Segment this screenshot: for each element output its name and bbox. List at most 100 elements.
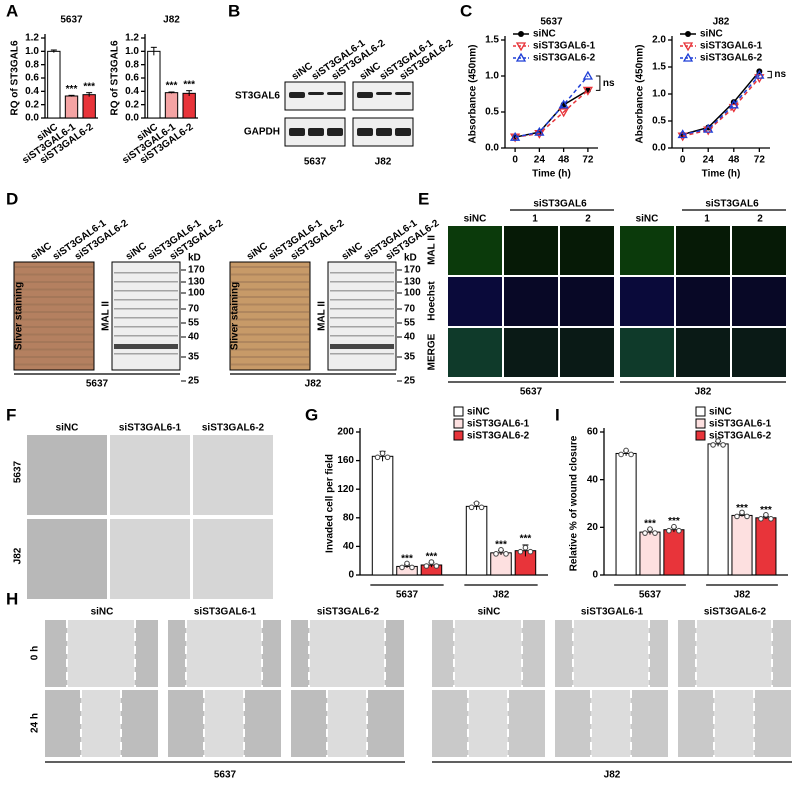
bar bbox=[147, 50, 161, 119]
column-label: 1 bbox=[704, 214, 710, 225]
fluorescence-image bbox=[504, 226, 558, 275]
data-point-dot bbox=[666, 527, 672, 534]
data-point-dot bbox=[652, 530, 658, 536]
significance: *** bbox=[668, 516, 680, 527]
lane-label: siNC bbox=[124, 241, 149, 263]
column-label: siST3GAL6-2 bbox=[317, 607, 380, 618]
gel-stripe bbox=[15, 356, 93, 358]
significance: *** bbox=[183, 79, 195, 90]
y-axis-label: RQ of ST3GAL6 bbox=[110, 40, 121, 115]
gel-stripe bbox=[231, 341, 309, 343]
gel-stripe bbox=[231, 273, 309, 276]
data-point-dot bbox=[623, 447, 629, 454]
error-bar bbox=[68, 94, 75, 97]
y-tick-label: 1.0 bbox=[485, 71, 499, 82]
wound-gap bbox=[186, 620, 262, 687]
blot-band bbox=[330, 308, 394, 310]
y-tick-label: 1.5 bbox=[485, 35, 499, 46]
line bbox=[682, 74, 760, 136]
legend-marker bbox=[515, 42, 527, 52]
marker-label: 170 bbox=[404, 265, 421, 276]
marker-label: 35 bbox=[188, 352, 200, 363]
marker-label: 40 bbox=[404, 332, 416, 343]
blot-band bbox=[114, 299, 178, 301]
gel-image bbox=[229, 261, 311, 371]
y-tick-label: 0.5 bbox=[485, 107, 499, 118]
error-bar bbox=[168, 91, 175, 94]
data-point-dot bbox=[618, 451, 624, 458]
gel-stripe bbox=[231, 326, 309, 328]
fluorescence-image bbox=[676, 226, 730, 275]
error-bar bbox=[186, 90, 193, 96]
bracket bbox=[595, 75, 601, 91]
blot-band bbox=[357, 128, 373, 136]
x-tick-label: 72 bbox=[582, 155, 594, 166]
y-tick-label: 1.0 bbox=[125, 46, 139, 57]
marker bbox=[728, 99, 739, 109]
column-label: siST3GAL6-1 bbox=[581, 607, 644, 618]
blot-band bbox=[395, 92, 411, 95]
gel-stripe bbox=[15, 348, 93, 351]
blot-band bbox=[114, 308, 178, 310]
y-tick-label: 1.2 bbox=[25, 33, 39, 44]
column-label: siNC bbox=[464, 214, 487, 225]
wound-gap bbox=[327, 690, 367, 757]
blot-band bbox=[114, 290, 178, 292]
data-point-dot bbox=[710, 442, 716, 448]
lane-label: siNC bbox=[340, 241, 365, 263]
marker-label: 40 bbox=[188, 332, 200, 343]
blot-band bbox=[330, 344, 394, 349]
blot-band bbox=[114, 272, 178, 274]
x-tick-label: 0 bbox=[680, 155, 686, 166]
bar bbox=[755, 517, 777, 576]
gel-stripe bbox=[15, 288, 93, 291]
data-point-dot bbox=[642, 530, 648, 536]
legend-label: siST3GAL6-1 bbox=[709, 419, 772, 430]
blot-band bbox=[327, 92, 343, 95]
gel-stripe bbox=[15, 341, 93, 343]
wound-gap bbox=[696, 620, 772, 687]
legend-marker bbox=[515, 52, 527, 62]
line bbox=[514, 89, 589, 138]
y-tick-label: 1.5 bbox=[652, 62, 666, 73]
legend-label: siNC bbox=[533, 29, 556, 40]
marker bbox=[534, 129, 545, 139]
legend-swatch bbox=[453, 406, 464, 417]
y-tick-label: 0.0 bbox=[652, 143, 666, 154]
gel-stripe bbox=[15, 281, 93, 283]
blot-band bbox=[330, 353, 394, 355]
legend-label: siST3GAL6-1 bbox=[467, 419, 530, 430]
data-point-dot bbox=[647, 526, 653, 532]
data-point-dot bbox=[374, 454, 381, 461]
significance: *** bbox=[495, 539, 507, 550]
blot-band bbox=[330, 281, 394, 283]
y-tick-label: 60 bbox=[587, 427, 599, 438]
bar bbox=[182, 92, 196, 119]
marker bbox=[754, 69, 765, 79]
blot-label: GAPDH bbox=[244, 127, 280, 138]
data-point-dot bbox=[433, 563, 440, 569]
bar bbox=[663, 529, 685, 576]
marker bbox=[509, 131, 521, 141]
wound-gap bbox=[309, 620, 385, 687]
line bbox=[682, 77, 760, 137]
panel-letter: F bbox=[6, 405, 16, 424]
column-label: 1 bbox=[532, 214, 538, 225]
marker-label: 70 bbox=[188, 304, 200, 315]
y-tick-label: 1.0 bbox=[25, 46, 39, 57]
legend-marker bbox=[682, 52, 694, 62]
marker-unit: kD bbox=[188, 253, 201, 264]
wound-gap bbox=[67, 620, 135, 687]
blot-band bbox=[376, 128, 392, 136]
x-axis-label: Time (h) bbox=[532, 169, 571, 180]
y-axis-label: RQ of ST3GAL6 bbox=[10, 40, 21, 115]
gel-stripe bbox=[15, 273, 93, 276]
legend-label: siST3GAL6-1 bbox=[700, 41, 763, 52]
fluorescence-image bbox=[448, 277, 502, 326]
data-point-dot bbox=[384, 454, 391, 461]
blot-band bbox=[308, 92, 324, 95]
gel-stripe bbox=[231, 333, 309, 336]
column-label: siST3GAL6-1 bbox=[194, 607, 257, 618]
bar bbox=[707, 443, 729, 576]
data-point-dot bbox=[734, 513, 740, 520]
